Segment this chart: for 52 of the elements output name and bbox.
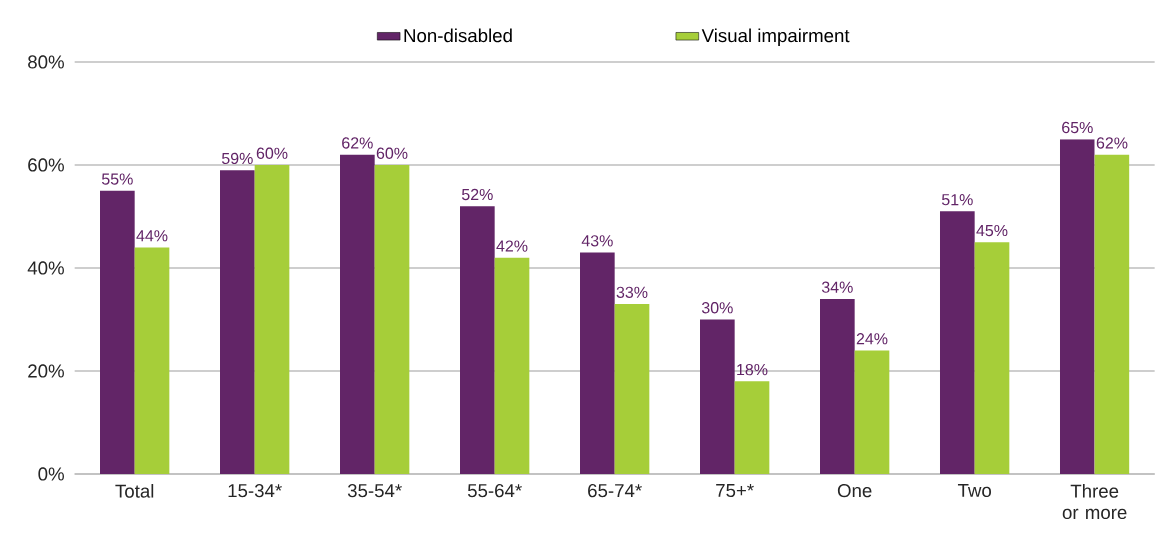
bar <box>854 350 890 474</box>
data-label: 43% <box>581 235 613 247</box>
legend-label: Non-disabled <box>404 28 512 43</box>
bar <box>614 304 650 474</box>
y-tick-label: 0% <box>38 467 64 481</box>
data-label: 60% <box>376 147 408 159</box>
data-label: 62% <box>342 137 373 149</box>
data-label: 44% <box>136 230 168 242</box>
data-label: 51% <box>941 194 973 206</box>
legend-label: Visual impairment <box>701 28 850 46</box>
x-tick-label: Total <box>115 484 154 498</box>
data-label: 34% <box>821 281 853 293</box>
bar <box>1094 154 1130 474</box>
bar <box>134 247 170 474</box>
data-label: 18% <box>737 363 768 376</box>
x-tick-label: One <box>837 484 872 498</box>
bar <box>940 211 975 474</box>
x-tick-label: 75+* <box>716 484 754 498</box>
data-label: 55% <box>101 173 133 185</box>
data-label: 59% <box>221 152 253 165</box>
data-label: 62% <box>1096 137 1128 149</box>
bar <box>820 298 855 474</box>
x-tick-label: 55-64* <box>467 484 522 498</box>
x-tick-label: Three or more <box>1062 484 1127 520</box>
data-label: 60% <box>256 147 288 159</box>
x-tick-label: 35-54* <box>347 484 402 498</box>
bar <box>580 252 615 474</box>
bar <box>494 257 530 474</box>
bar <box>100 190 135 474</box>
data-label: 45% <box>976 224 1008 237</box>
bar <box>374 164 410 474</box>
data-label: 42% <box>496 240 528 252</box>
data-label: 52% <box>461 188 493 201</box>
bar <box>460 206 495 474</box>
y-tick-label: 80% <box>28 55 64 69</box>
data-label: 24% <box>856 333 888 345</box>
y-tick-label: 40% <box>27 261 64 275</box>
data-label: 30% <box>701 302 733 314</box>
bar <box>254 164 290 474</box>
y-tick-label: 20% <box>28 364 64 378</box>
bar <box>700 319 735 474</box>
x-tick-label: 65-74* <box>588 484 642 498</box>
bar <box>974 242 1010 474</box>
bar <box>734 381 770 474</box>
bar <box>1060 139 1095 474</box>
bar <box>340 154 375 474</box>
data-label: 33% <box>616 286 648 298</box>
bar <box>220 170 255 474</box>
data-label: 65% <box>1062 121 1093 134</box>
x-tick-label: Two <box>957 484 991 498</box>
y-tick-label: 60% <box>28 158 64 172</box>
x-tick-label: 15-34* <box>228 484 282 498</box>
